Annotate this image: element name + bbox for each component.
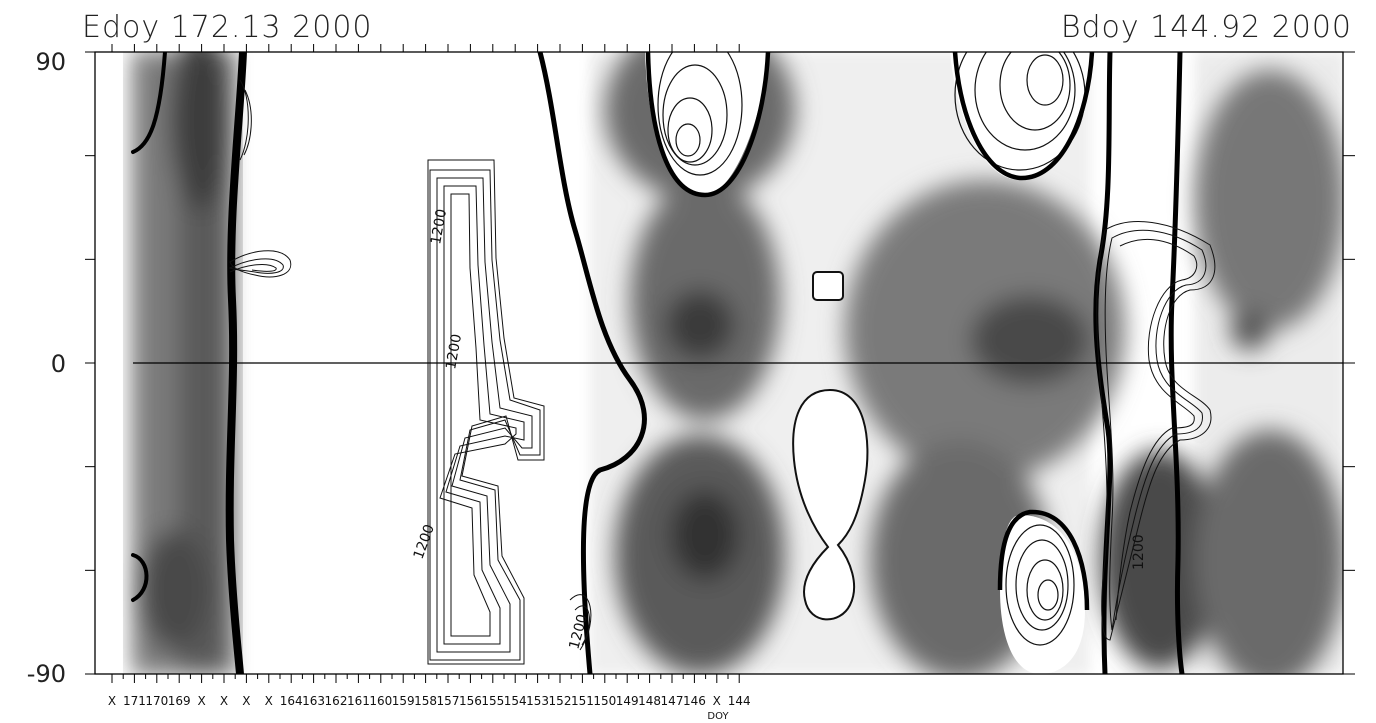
plot-area: 1200 1200 1200 1200 1200 xyxy=(95,52,1343,674)
xtick-label-23: 149 xyxy=(616,694,639,708)
xtick-label-4: X xyxy=(197,694,205,708)
xtick-label-22: 150 xyxy=(593,694,616,708)
xtick-label-2: 170 xyxy=(145,694,168,708)
contour-label-4: 1200 xyxy=(1131,534,1147,570)
contour-label-2: 1200 xyxy=(443,333,465,371)
xtick-label-3: 169 xyxy=(168,694,191,708)
xtick-label-18: 154 xyxy=(504,694,527,708)
ytick-label-mid: 0 xyxy=(51,350,66,378)
xtick-label-12: 160 xyxy=(369,694,392,708)
ytick-label-bottom: -90 xyxy=(27,660,66,688)
xtick-label-9: 163 xyxy=(302,694,325,708)
xtick-label-14: 158 xyxy=(414,694,437,708)
xtick-label-11: 161 xyxy=(347,694,370,708)
xtick-label-5: X xyxy=(220,694,228,708)
xtick-label-13: 159 xyxy=(392,694,415,708)
xtick-label-7: X xyxy=(265,694,273,708)
xtick-label-28: 144 xyxy=(728,694,751,708)
xtick-label-15: 157 xyxy=(437,694,460,708)
xtick-label-19: 153 xyxy=(526,694,549,708)
xtick-label-8: 164 xyxy=(280,694,303,708)
xtick-label-1: 171 xyxy=(123,694,146,708)
xtick-label-20: 152 xyxy=(549,694,572,708)
xtick-label-16: 156 xyxy=(459,694,482,708)
xtick-label-0: X xyxy=(108,694,116,708)
x-axis-title: DOY xyxy=(707,711,729,722)
y-axis-ticks xyxy=(85,51,1355,675)
xtick-label-25: 147 xyxy=(661,694,684,708)
x-axis-ticks xyxy=(111,44,740,683)
xtick-label-21: 151 xyxy=(571,694,594,708)
chart-title-right: Bdoy 144.92 2000 xyxy=(1061,10,1352,45)
chart-title-left: Edoy 172.13 2000 xyxy=(82,10,373,45)
xtick-label-10: 162 xyxy=(325,694,348,708)
contour-label-1: 1200 xyxy=(428,208,450,246)
x-axis-labels: X 171 170 169 X X X X 164 163 162 161 160 159 158 157 15… xyxy=(108,694,751,708)
xtick-label-24: 148 xyxy=(638,694,661,708)
xtick-label-17: 155 xyxy=(481,694,504,708)
xtick-label-6: X xyxy=(242,694,250,708)
xtick-label-26: 146 xyxy=(683,694,706,708)
ytick-label-top: 90 xyxy=(35,48,66,76)
xtick-label-27: X xyxy=(713,694,721,708)
